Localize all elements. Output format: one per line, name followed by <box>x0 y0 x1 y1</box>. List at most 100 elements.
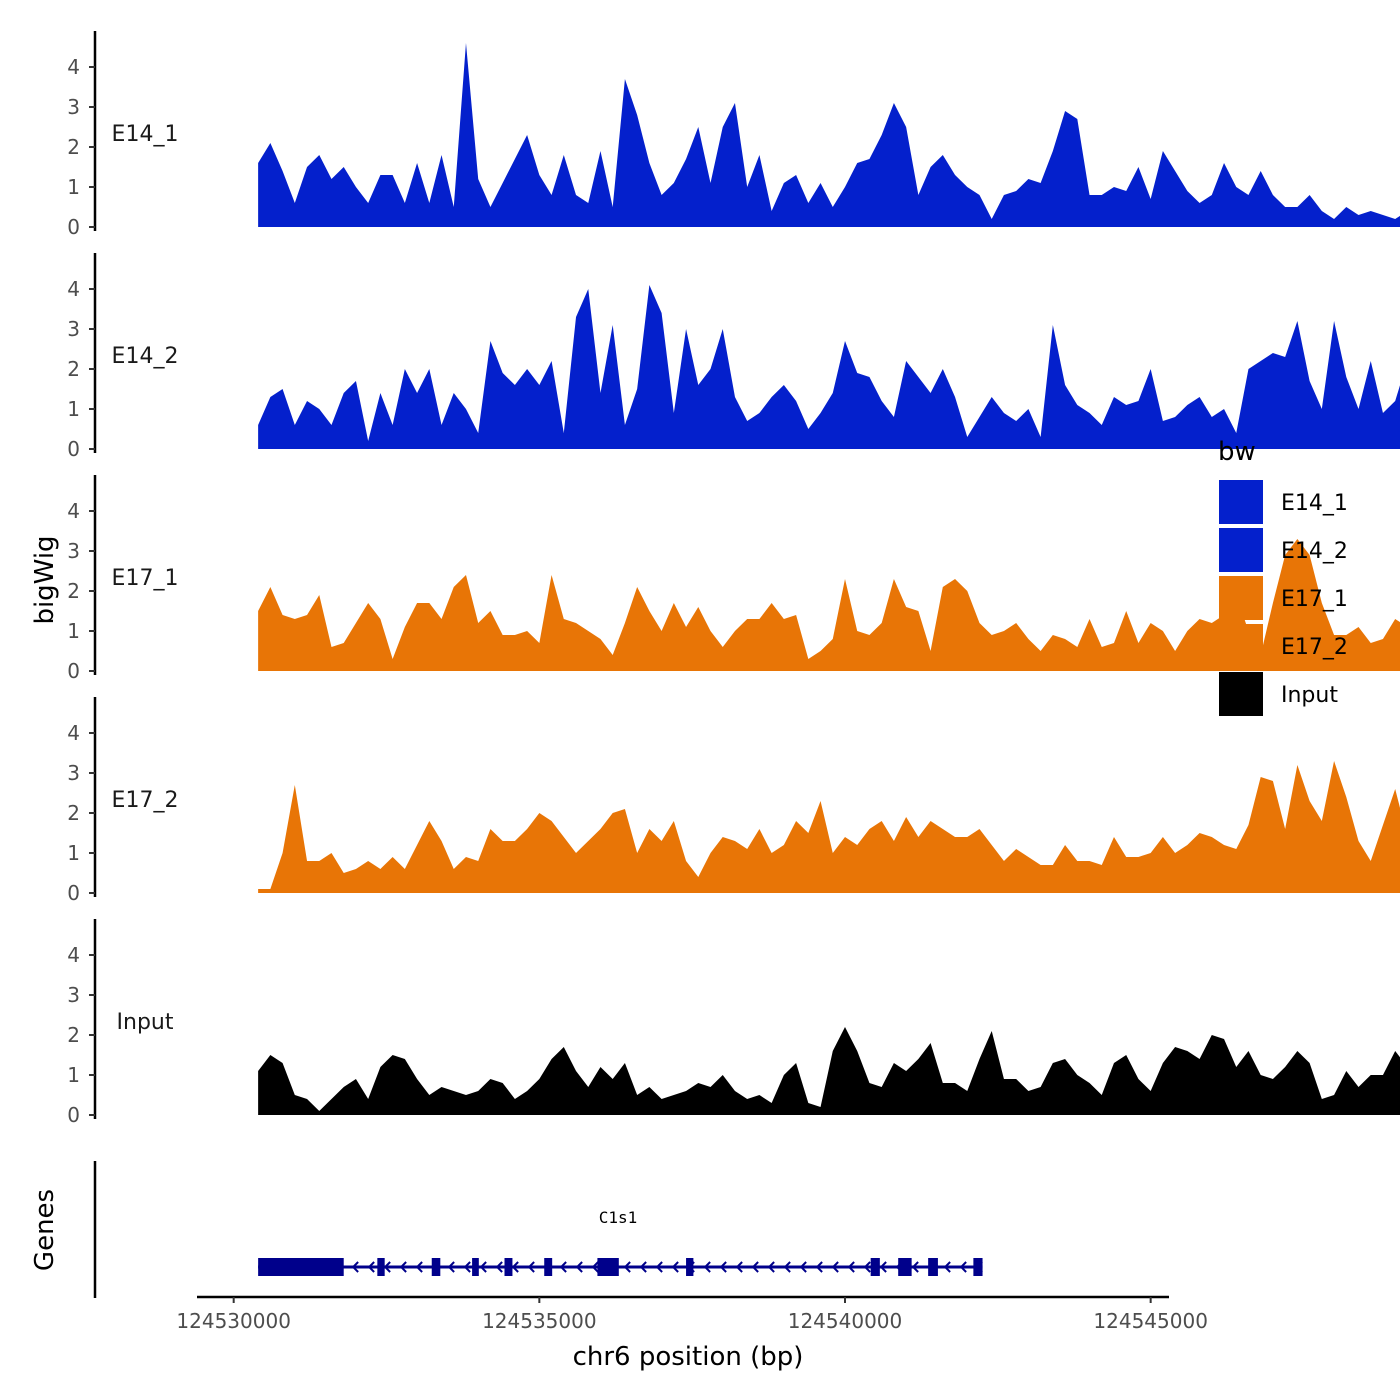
strand-arrow <box>815 1261 823 1273</box>
y-tick-label: 1 <box>67 1063 80 1087</box>
strand-arrow <box>799 1261 807 1273</box>
strand-arrow <box>959 1261 967 1273</box>
strand-arrow <box>639 1261 647 1273</box>
y-tick-label: 4 <box>67 499 80 523</box>
strand-arrow <box>367 1261 375 1273</box>
y-tick-label: 4 <box>67 721 80 745</box>
strand-arrow <box>719 1261 727 1273</box>
x-tick-label: 124530000 <box>176 1309 291 1333</box>
y-tick-label: 1 <box>67 841 80 865</box>
x-tick-label: 124535000 <box>482 1309 597 1333</box>
track-e14-1: 0 1 2 3 4 E14_1 <box>67 31 1400 239</box>
strand-arrow <box>575 1261 583 1273</box>
gene-exon <box>472 1258 479 1276</box>
track-e14-2: 0 1 2 3 4 E14_2 <box>67 253 1400 461</box>
strand-arrow <box>463 1261 471 1273</box>
strand-arrow <box>591 1261 599 1273</box>
strand-arrow <box>879 1261 887 1273</box>
track-e17-2: 0 1 2 3 4 E17_2 <box>67 697 1400 905</box>
gene-name-label: C1s1 <box>599 1208 638 1227</box>
y-tick-label: 3 <box>67 317 80 341</box>
y-axis-title: bigWig <box>30 535 60 624</box>
y-tick-label: 0 <box>67 659 80 683</box>
y-tick-label: 3 <box>67 983 80 1007</box>
legend-key-e14-2 <box>1219 528 1263 572</box>
y-tick-label: 1 <box>67 397 80 421</box>
strand-arrow <box>511 1261 519 1273</box>
y-tick-label: 2 <box>67 801 80 825</box>
strand-arrow <box>623 1261 631 1273</box>
strand-arrow <box>831 1261 839 1273</box>
strand-arrow <box>479 1261 487 1273</box>
gene-exon <box>431 1258 441 1276</box>
strand-arrow <box>703 1261 711 1273</box>
y-tick-label: 0 <box>67 215 80 239</box>
strand-arrow <box>863 1261 871 1273</box>
strand-arrow <box>415 1261 423 1273</box>
y-tick-label: 4 <box>67 55 80 79</box>
strand-arrow <box>655 1261 663 1273</box>
signal-area-e14-1 <box>258 43 1400 227</box>
gene-exon <box>898 1258 912 1276</box>
strand-arrow <box>399 1261 407 1273</box>
y-tick-label: 3 <box>67 761 80 785</box>
y-tick-label: 2 <box>67 357 80 381</box>
y-tick-label: 0 <box>67 437 80 461</box>
gene-track: C1s1 <box>93 1161 983 1298</box>
gene-exon <box>928 1258 938 1276</box>
legend-key-e14-1 <box>1219 480 1263 524</box>
legend-label-e17-2: E17_2 <box>1281 635 1348 660</box>
y-tick-label: 3 <box>67 539 80 563</box>
signal-area-input <box>258 1027 1400 1115</box>
strand-arrow <box>767 1261 775 1273</box>
y-tick-label: 1 <box>67 175 80 199</box>
y-tick-label: 4 <box>67 943 80 967</box>
strand-arrow <box>911 1261 919 1273</box>
gene-exon <box>258 1258 344 1276</box>
y-tick-label: 0 <box>67 1103 80 1127</box>
legend-label-e14-2: E14_2 <box>1281 539 1348 564</box>
gene-exon <box>597 1258 619 1276</box>
strand-arrow <box>559 1261 567 1273</box>
legend-key-e17-1 <box>1219 576 1263 620</box>
signal-area-e17-1 <box>258 539 1400 671</box>
strand-arrow <box>495 1261 503 1273</box>
legend-label-e17-1: E17_1 <box>1281 587 1348 612</box>
strand-arrow <box>447 1261 455 1273</box>
strand-arrow <box>383 1261 391 1273</box>
strand-arrow <box>847 1261 855 1273</box>
track-label-input: Input <box>117 1010 174 1035</box>
gene-exon <box>870 1258 880 1276</box>
legend-key-input <box>1219 672 1263 716</box>
y-tick-label: 3 <box>67 95 80 119</box>
track-label-e17-2: E17_2 <box>112 788 179 813</box>
y-tick-label: 2 <box>67 1023 80 1047</box>
gene-c1s1: C1s1 <box>258 1208 983 1276</box>
x-axis: 124530000 124535000 124540000 124545000 <box>176 1295 1208 1333</box>
y-tick-label: 4 <box>67 277 80 301</box>
strand-arrow <box>671 1261 679 1273</box>
x-tick-label: 124540000 <box>788 1309 903 1333</box>
strand-arrow <box>351 1261 359 1273</box>
y-tick-label: 1 <box>67 619 80 643</box>
tracks-layer: 0 1 2 3 4 E14_1 0 1 2 3 4 E14_2 0 1 2 3 4 E17_1 0 1 2 3 4 E17_2… <box>67 31 1400 1127</box>
strand-arrow <box>527 1261 535 1273</box>
track-label-e14-1: E14_1 <box>112 122 179 147</box>
legend-label-e14-1: E14_1 <box>1281 491 1348 516</box>
gene-exon <box>686 1258 694 1276</box>
track-input: 0 1 2 3 4 Input <box>67 919 1400 1127</box>
strand-arrow <box>783 1261 791 1273</box>
legend-key-e17-2 <box>1219 624 1263 668</box>
x-axis-title: chr6 position (bp) <box>573 1342 804 1372</box>
signal-area-e14-2 <box>258 285 1400 449</box>
genes-axis-title: Genes <box>30 1189 60 1271</box>
legend-title: bw <box>1218 437 1256 467</box>
track-label-e14-2: E14_2 <box>112 344 179 369</box>
y-tick-label: 0 <box>67 881 80 905</box>
gene-exon <box>973 1258 983 1276</box>
gene-exon <box>544 1258 553 1276</box>
gene-exon <box>504 1258 513 1276</box>
legend-label-input: Input <box>1281 683 1338 708</box>
gene-exon <box>377 1258 385 1276</box>
signal-area-e17-2 <box>258 761 1400 893</box>
